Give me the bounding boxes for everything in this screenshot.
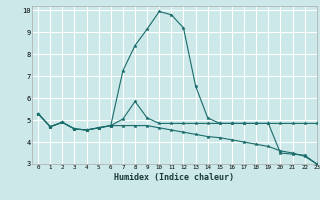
X-axis label: Humidex (Indice chaleur): Humidex (Indice chaleur) [115, 173, 234, 182]
